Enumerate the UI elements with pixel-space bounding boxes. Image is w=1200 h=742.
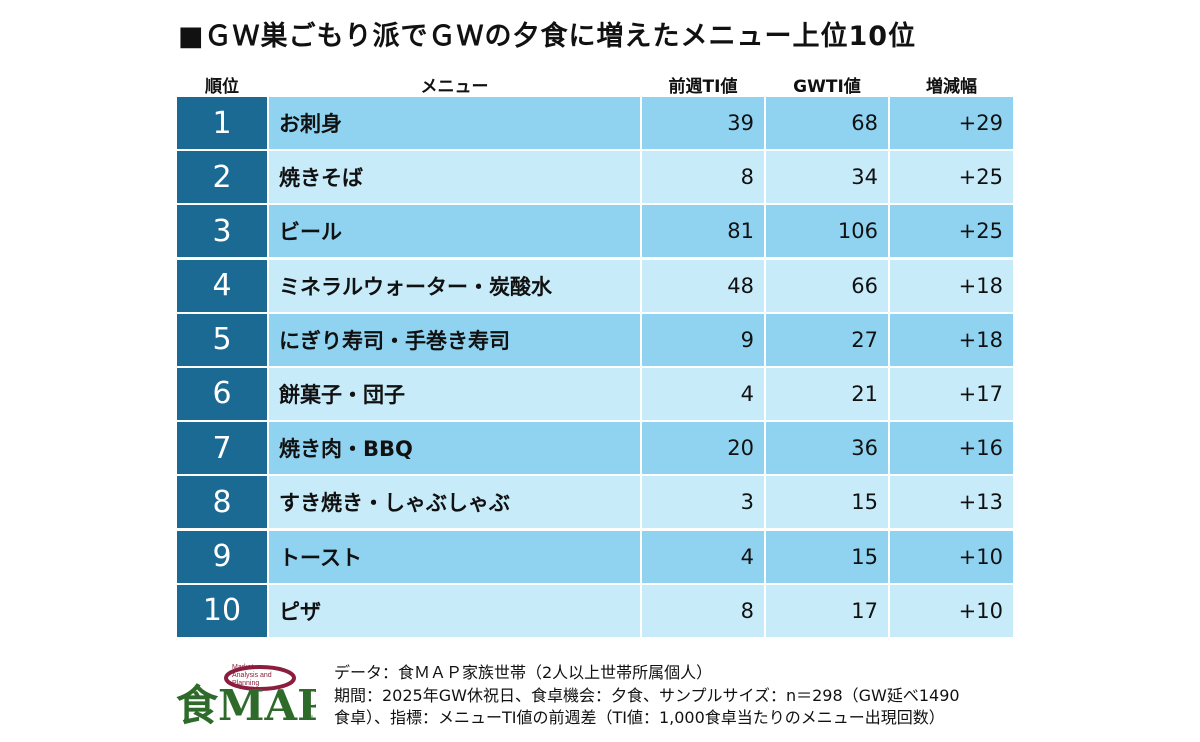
logo-registered: ®: [308, 714, 314, 722]
table-row: 5 にぎり寿司・手巻き寿司 9 27 +18: [177, 313, 1013, 368]
ranking-table: 1 お刺身 39 68 +29 2 焼きそば 8 34 +25 3 ビール 81 106 +25 4 ミネラルウ…: [177, 97, 1013, 639]
prev-ti-cell: 9: [642, 313, 764, 366]
table-row: 2 焼きそば 8 34 +25: [177, 151, 1013, 205]
prev-ti-cell: 4: [642, 367, 764, 420]
diff-cell: +17: [890, 367, 1013, 420]
rank-cell: 1: [177, 97, 267, 149]
table-row: 7 焼き肉・BBQ 20 36 +16: [177, 422, 1013, 476]
diff-cell: +18: [890, 259, 1013, 312]
gw-ti-cell: 68: [766, 97, 888, 149]
menu-cell: 焼き肉・BBQ: [269, 422, 640, 475]
table-row: 4 ミネラルウォーター・炭酸水 48 66 +18: [177, 259, 1013, 314]
diff-cell: +29: [890, 97, 1013, 149]
gw-ti-cell: 66: [766, 259, 888, 312]
table-row: 10 ピザ 8 17 +10: [177, 584, 1013, 639]
prev-ti-cell: 20: [642, 422, 764, 475]
menu-cell: ビール: [269, 205, 640, 258]
rank-cell: 9: [177, 530, 267, 583]
diff-cell: +25: [890, 151, 1013, 204]
table-row: 6 餅菓子・団子 4 21 +17: [177, 367, 1013, 422]
shokumap-logo: Market Analysis and Planning 食MAP ®: [176, 664, 316, 728]
logo-swoosh: [224, 665, 296, 691]
gw-ti-cell: 15: [766, 530, 888, 583]
note-line-2: 期間：2025年GW休祝日、食卓機会：夕食、サンプルサイズ：n＝298（GW延べ…: [334, 686, 960, 705]
note-line-1: データ：食ＭＡＰ家族世帯（2人以上世帯所属個人）: [334, 663, 713, 682]
menu-cell: 焼きそば: [269, 151, 640, 204]
header-gw: GWTI値: [793, 77, 861, 97]
gw-ti-cell: 27: [766, 313, 888, 366]
logo-sub-analysis: Analysis and: [232, 672, 272, 679]
header-diff: 増減幅: [926, 77, 977, 97]
rank-cell: 10: [177, 584, 267, 637]
rank-cell: 8: [177, 476, 267, 529]
diff-cell: +13: [890, 476, 1013, 529]
gw-ti-cell: 36: [766, 422, 888, 475]
diff-cell: +18: [890, 313, 1013, 366]
menu-cell: お刺身: [269, 97, 640, 149]
menu-cell: トースト: [269, 530, 640, 583]
prev-ti-cell: 8: [642, 151, 764, 204]
rank-cell: 5: [177, 313, 267, 366]
diff-cell: +16: [890, 422, 1013, 475]
logo-sub-market: Market: [232, 664, 253, 671]
prev-ti-cell: 48: [642, 259, 764, 312]
logo-main-text: 食MAP: [176, 681, 316, 728]
rank-cell: 4: [177, 259, 267, 312]
gw-ti-cell: 21: [766, 367, 888, 420]
gw-ti-cell: 17: [766, 584, 888, 637]
header-menu: メニュー: [420, 77, 489, 97]
prev-ti-cell: 81: [642, 205, 764, 258]
gw-ti-cell: 15: [766, 476, 888, 529]
diff-cell: +10: [890, 584, 1013, 637]
header-rank: 順位: [205, 77, 239, 97]
rank-cell: 7: [177, 422, 267, 475]
diff-cell: +10: [890, 530, 1013, 583]
rank-cell: 6: [177, 367, 267, 420]
rank-cell: 2: [177, 151, 267, 204]
prev-ti-cell: 8: [642, 584, 764, 637]
table-row: 8 すき焼き・しゃぶしゃぶ 3 15 +13: [177, 476, 1013, 530]
menu-cell: にぎり寿司・手巻き寿司: [269, 313, 640, 366]
menu-cell: ピザ: [269, 584, 640, 637]
header-prev: 前週TI値: [668, 77, 738, 97]
rank-cell: 3: [177, 205, 267, 258]
chart-title: ■ＧＷ巣ごもり派でＧＷの夕食に増えたメニュー上位10位: [178, 21, 917, 52]
table-row: 9 トースト 4 15 +10: [177, 530, 1013, 585]
diff-cell: +25: [890, 205, 1013, 258]
menu-cell: 餅菓子・団子: [269, 367, 640, 420]
menu-cell: すき焼き・しゃぶしゃぶ: [269, 476, 640, 529]
prev-ti-cell: 39: [642, 97, 764, 149]
prev-ti-cell: 3: [642, 476, 764, 529]
logo-sub-planning: Planning: [232, 680, 259, 687]
gw-ti-cell: 34: [766, 151, 888, 204]
table-row: 3 ビール 81 106 +25: [177, 205, 1013, 259]
note-line-3: 食卓）、指標：メニューTI値の前週差（TI値：1,000食卓当たりのメニュー出現…: [334, 708, 945, 727]
prev-ti-cell: 4: [642, 530, 764, 583]
table-row: 1 お刺身 39 68 +29: [177, 97, 1013, 151]
gw-ti-cell: 106: [766, 205, 888, 258]
menu-cell: ミネラルウォーター・炭酸水: [269, 259, 640, 312]
